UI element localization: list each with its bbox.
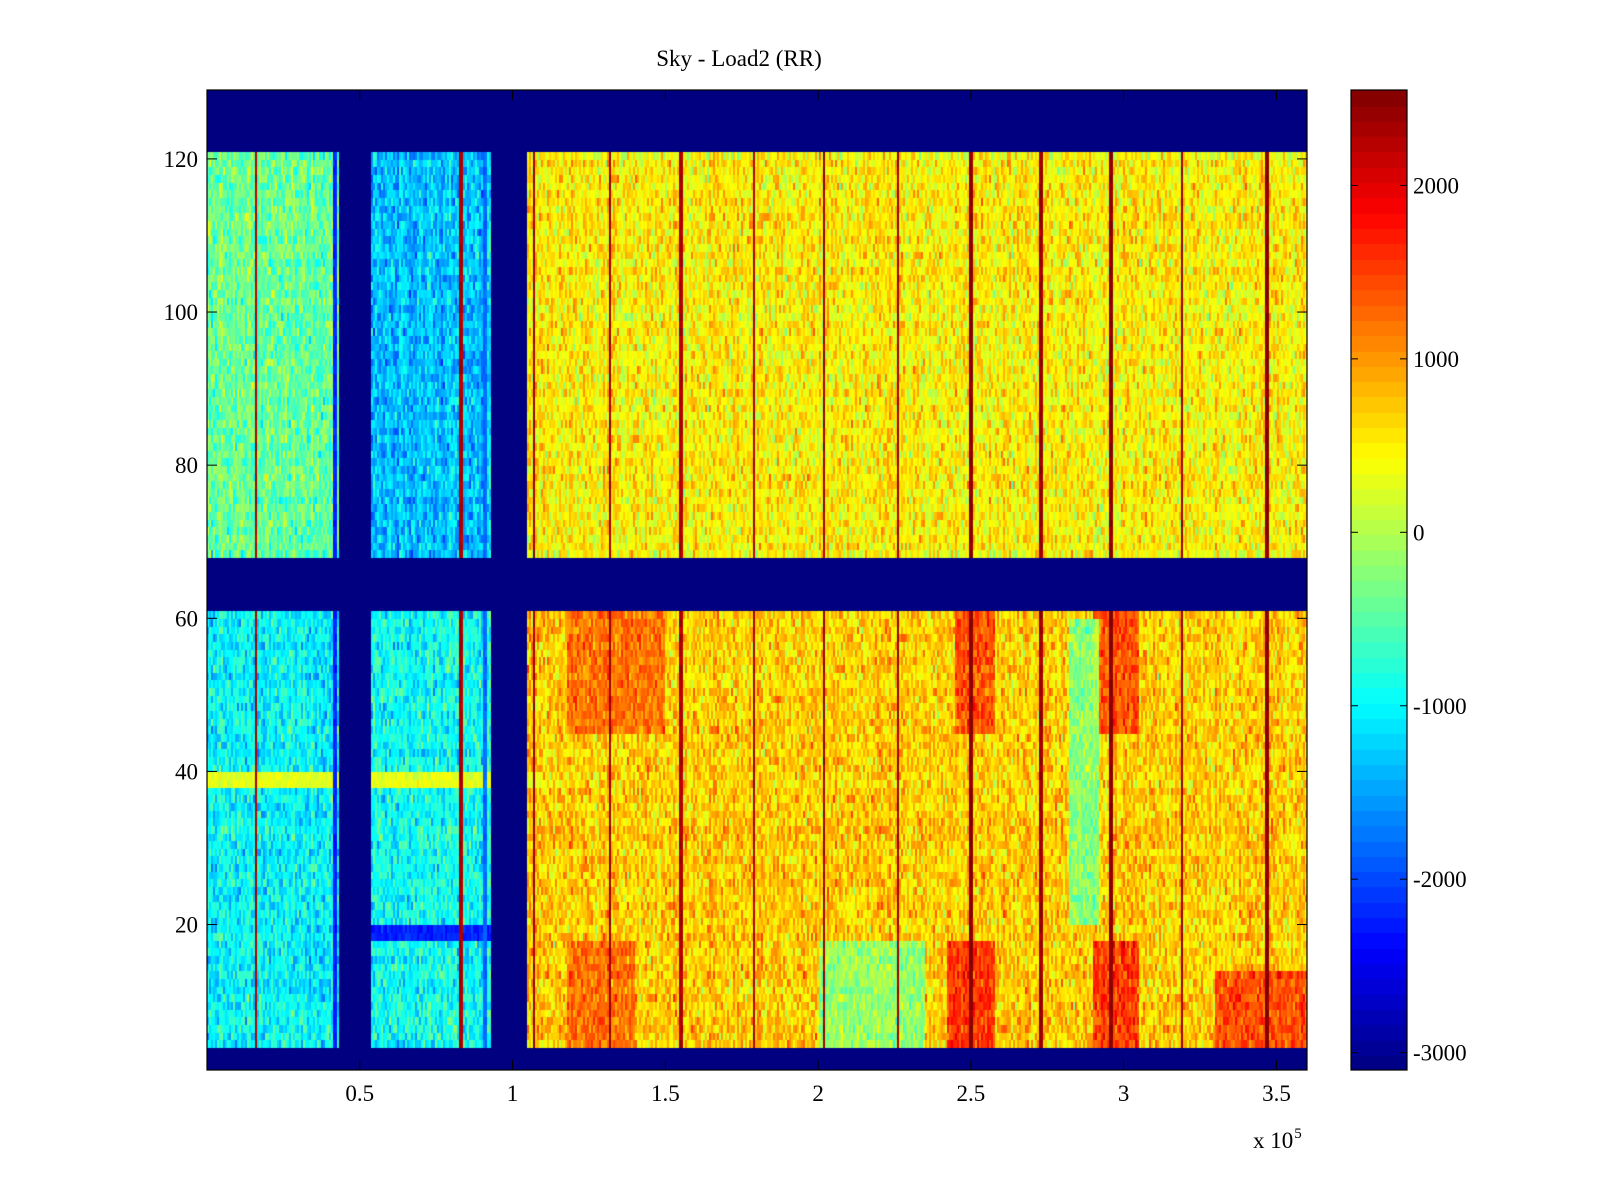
colorbar-frame bbox=[1350, 89, 1408, 1071]
heatmap-axes-frame bbox=[206, 89, 1308, 1071]
chart-title: Sky - Load2 (RR) bbox=[656, 46, 821, 71]
x-tick-label: 1.5 bbox=[651, 1081, 680, 1106]
x-tick-label: 2.5 bbox=[957, 1081, 986, 1106]
colorbar-tick-label: 0 bbox=[1413, 520, 1425, 545]
y-tick-label: 60 bbox=[175, 606, 198, 631]
x-tick-label: 3.5 bbox=[1262, 1081, 1291, 1106]
x-axis-multiplier: x 105 bbox=[1253, 1126, 1302, 1153]
colorbar-tick-label: -2000 bbox=[1413, 867, 1467, 892]
y-tick-label: 80 bbox=[175, 453, 198, 478]
y-tick-label: 20 bbox=[175, 913, 198, 938]
colorbar-tick-label: 2000 bbox=[1413, 173, 1459, 198]
colorbar-gradient bbox=[1351, 90, 1407, 1070]
colorbar-tick-label: -1000 bbox=[1413, 694, 1467, 719]
y-tick-label: 100 bbox=[164, 300, 199, 325]
y-tick-label: 40 bbox=[175, 759, 198, 784]
colorbar-tick-label: -3000 bbox=[1413, 1041, 1467, 1066]
x-tick-label: 3 bbox=[1118, 1081, 1130, 1106]
colorbar-tick-label: 1000 bbox=[1413, 347, 1459, 372]
axes-layer: 0.5 1 1.5 2 2.5 3 3.5 20 40 60 80 100 120 -3000 -2000 -… bbox=[164, 89, 1467, 1106]
y-tick-label: 120 bbox=[164, 147, 199, 172]
heatmap-plot-area bbox=[207, 90, 1307, 1070]
x-tick-label: 0.5 bbox=[345, 1081, 374, 1106]
colorbar-plot-area bbox=[1351, 90, 1407, 1070]
heatmap-image bbox=[207, 90, 1307, 1070]
x-tick-label: 2 bbox=[812, 1081, 824, 1106]
x-tick-label: 1 bbox=[507, 1081, 519, 1106]
